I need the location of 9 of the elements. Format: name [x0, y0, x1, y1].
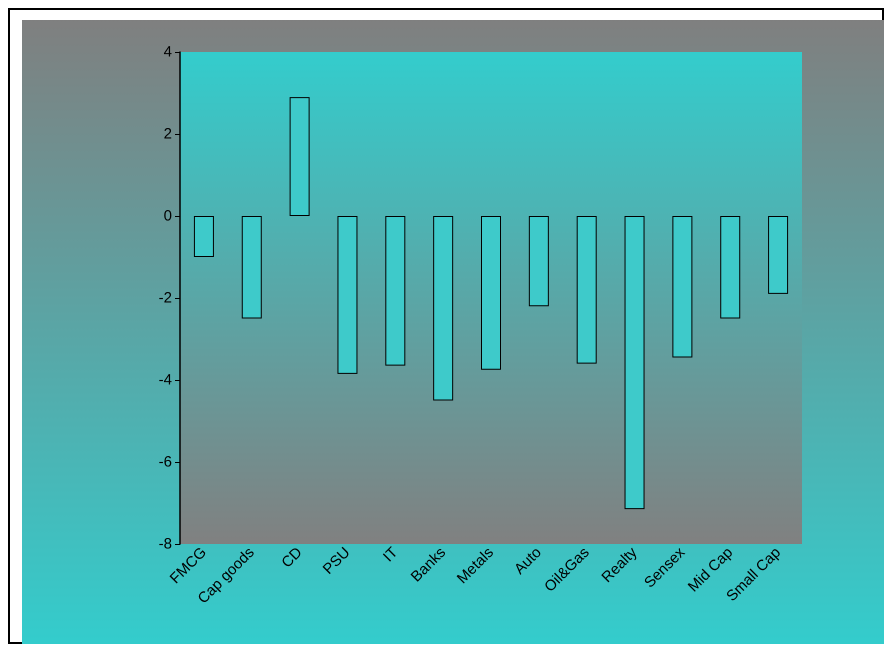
y-tick-label: -6: [158, 454, 172, 470]
y-tick-label: 2: [164, 126, 172, 142]
y-tick-label: -4: [158, 372, 172, 388]
y-tick-label: -2: [158, 290, 172, 306]
x-tick-label: CD: [278, 544, 306, 572]
y-tick-label: -8: [158, 536, 172, 552]
y-tick-label: 0: [164, 208, 172, 224]
x-tick-label: IT: [380, 544, 402, 566]
y-tick-label: 4: [164, 44, 172, 60]
